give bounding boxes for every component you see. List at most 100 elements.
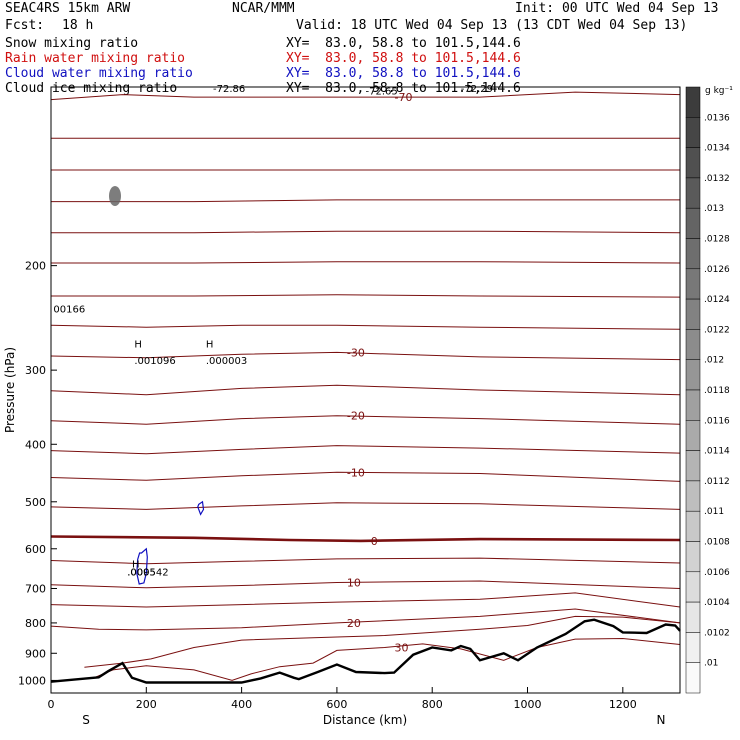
temperature-contour (51, 230, 681, 234)
temperature-contour (50, 351, 681, 361)
cloud-water-contour-upper (197, 500, 205, 516)
colorbar-cell (685, 329, 701, 360)
field-xy-rain: XY= 83.0, 58.8 to 101.5,144.6 (286, 51, 521, 66)
contour-label: 30 (395, 641, 409, 654)
x-tick-label: 1200 (609, 698, 637, 711)
contour-label: 0 (371, 535, 378, 548)
y-tick-label: 200 (25, 260, 46, 273)
temperature-contour (50, 91, 681, 101)
colorbar-label: .011 (704, 507, 724, 517)
init-time: Init: 00 UTC Wed 04 Sep 13 (515, 1, 719, 16)
annotation-label: -72.86 (213, 84, 245, 95)
field-name-cloud-ice: Cloud ice mixing ratio (5, 81, 178, 96)
colorbar-cell (685, 420, 701, 451)
colorbar: .0136 .0134 .0132 .013 .0128 .0126 .0124 .0122.… (685, 86, 730, 694)
y-axis: 200 300 400 500 600 700 800 900 1000 (18, 260, 57, 687)
center-title: NCAR/MMM (232, 1, 295, 16)
y-tick-label: 500 (25, 496, 46, 509)
y-tick-label: 600 (25, 543, 46, 556)
colorbar-label: .0134 (704, 144, 730, 154)
annotation-label: -72.29 (461, 84, 493, 95)
cloud-ice-blob (109, 186, 121, 206)
plot-frame (50, 86, 681, 694)
temperature-contour (84, 615, 681, 668)
colorbar-cell (685, 632, 701, 663)
contour-label: 20 (347, 617, 361, 630)
colorbar-label: .01 (704, 659, 718, 669)
y-tick-label: 1000 (18, 674, 46, 687)
annotation-label: H (134, 340, 142, 351)
x-axis: 0 200 400 600 800 1000 1200 (48, 687, 637, 711)
temperature-contour (50, 384, 681, 396)
field-name-snow: Snow mixing ratio (5, 36, 139, 51)
colorbar-cell (685, 117, 701, 148)
colorbar-label: .0112 (704, 477, 730, 487)
contour-label: -70 (395, 91, 413, 104)
colorbar-label: .0128 (704, 235, 730, 245)
south-end-label: S (82, 713, 90, 727)
colorbar-cell (685, 389, 701, 421)
valid-time: Valid: 18 UTC Wed 04 Sep 13 (13 CDT Wed … (296, 18, 688, 33)
temperature-contour (51, 261, 681, 264)
colorbar-cell (685, 359, 701, 391)
terrain-line (50, 618, 681, 684)
annotation-label: -72.65 (366, 87, 398, 98)
cloud-water-contour-lower (136, 547, 148, 585)
temperature-contour (50, 557, 681, 565)
colorbar-label: .0108 (704, 538, 730, 548)
field-name-rain: Rain water mixing ratio (5, 51, 186, 66)
forecast-label: Fcst: (5, 18, 45, 33)
y-tick-label: 300 (25, 364, 46, 377)
contour-label: -10 (347, 466, 365, 479)
colorbar-label: .0106 (704, 568, 730, 578)
colorbar-cell (685, 177, 701, 209)
temperature-contour (51, 294, 681, 298)
annotation-label: H (132, 559, 140, 570)
y-tick-label: 900 (25, 647, 46, 660)
field-name-cloud-water: Cloud water mixing ratio (5, 66, 193, 81)
temperature-contour (50, 471, 681, 482)
colorbar-label: .0102 (704, 628, 730, 638)
temperature-contour (50, 445, 681, 455)
colorbar-cell (685, 86, 701, 118)
annotation-label: .000542 (127, 567, 168, 578)
x-tick-label: 0 (48, 698, 55, 711)
north-end-label: N (657, 713, 666, 727)
temperature-contour (50, 580, 681, 589)
temperature-contour (51, 199, 680, 203)
contour-label: 10 (347, 577, 361, 590)
colorbar-label: .0124 (704, 295, 730, 305)
x-tick-label: 200 (136, 698, 157, 711)
colorbar-label: .013 (704, 204, 724, 214)
temperature-contour (50, 535, 681, 543)
colorbar-label: .0132 (704, 174, 730, 184)
contour-label: -30 (347, 346, 365, 359)
y-tick-label: 400 (25, 438, 46, 451)
colorbar-cell (685, 450, 701, 482)
y-tick-label: 700 (25, 583, 46, 596)
colorbar-cell (685, 268, 701, 300)
colorbar-label: .0122 (704, 325, 730, 335)
colorbar-cell (685, 571, 701, 603)
x-axis-label: Distance (km) (323, 713, 407, 727)
temperature-contour (50, 608, 681, 631)
annotation-label: .001096 (134, 356, 175, 367)
x-tick-label: 1000 (514, 698, 542, 711)
colorbar-label: .0136 (704, 113, 730, 123)
x-tick-label: 800 (422, 698, 443, 711)
temperature-contour (93, 637, 681, 681)
temperature-contour (50, 324, 681, 330)
annotation-label: .000003 (206, 356, 247, 367)
forecast-value: 18 h (62, 18, 94, 33)
annotation-label: H (206, 340, 214, 351)
moisture-contours (136, 500, 205, 585)
colorbar-label: .0126 (704, 265, 730, 275)
colorbar-cell (685, 480, 701, 512)
colorbar-label: .012 (704, 356, 724, 366)
temperature-contour (50, 502, 681, 510)
x-tick-label: 600 (326, 698, 347, 711)
colorbar-label: .0116 (704, 416, 730, 426)
model-title: SEAC4RS 15km ARW (5, 1, 131, 16)
colorbar-cell (685, 238, 701, 270)
colorbar-cell (685, 298, 701, 330)
